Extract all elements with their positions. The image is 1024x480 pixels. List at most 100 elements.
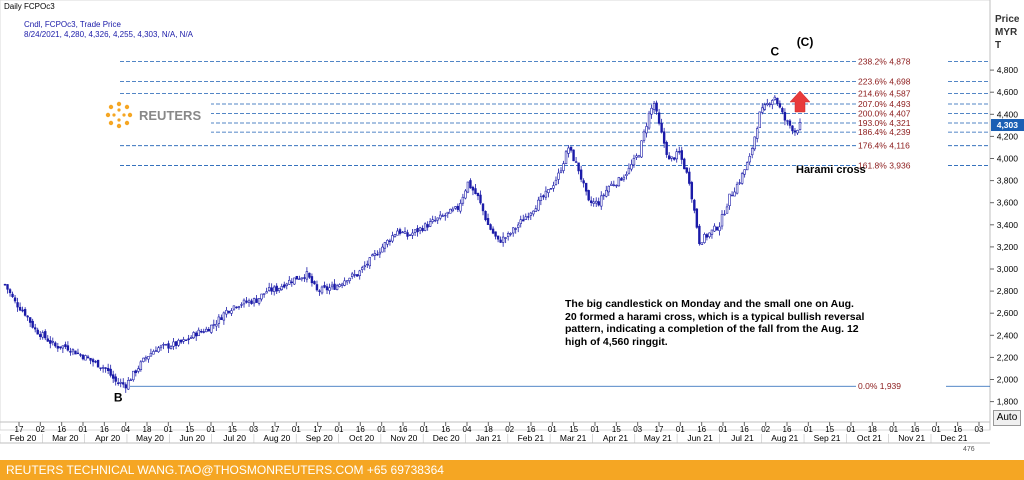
- x-day-label: 01: [292, 425, 301, 434]
- candle: [517, 222, 520, 233]
- x-day-label: 15: [612, 425, 621, 434]
- x-day-label: 02: [761, 425, 770, 434]
- x-day-label: 01: [420, 425, 429, 434]
- candle: [514, 227, 517, 234]
- candle: [230, 308, 233, 317]
- x-day-label: 01: [889, 425, 898, 434]
- candle: [622, 174, 626, 182]
- candle: [18, 302, 22, 312]
- price-chart[interactable]: Daily FCPOc3 Cndl, FCPOc3, Trade Price 8…: [0, 0, 1024, 460]
- candle: [635, 153, 638, 160]
- candle: [534, 205, 538, 212]
- footer-banner: REUTERS TECHNICAL WANG.TAO@THOSMONREUTER…: [0, 460, 1024, 480]
- candle: [270, 283, 273, 295]
- candle: [652, 101, 656, 114]
- candle: [418, 226, 422, 235]
- svg-text:207.0% 4,493: 207.0% 4,493: [858, 99, 911, 109]
- candle: [137, 365, 140, 374]
- candle: [8, 288, 12, 297]
- svg-text:223.6% 4,698: 223.6% 4,698: [858, 76, 911, 86]
- candle: [637, 154, 641, 158]
- x-month-label: Nov 20: [390, 433, 417, 443]
- candle: [434, 216, 437, 223]
- candle: [796, 129, 799, 136]
- candle: [522, 214, 525, 222]
- candle: [328, 283, 331, 295]
- fib-level-label: 186.4% 4,239: [856, 127, 946, 138]
- candle: [756, 126, 759, 143]
- x-day-label: 01: [207, 425, 216, 434]
- svg-text:238.2% 4,878: 238.2% 4,878: [858, 56, 911, 66]
- candle: [476, 192, 480, 201]
- candle: [700, 242, 704, 245]
- x-day-label: 01: [804, 425, 813, 434]
- candle: [378, 248, 382, 258]
- candle: [361, 265, 364, 273]
- candle: [348, 277, 351, 284]
- candle: [610, 181, 613, 186]
- candle: [51, 337, 55, 346]
- candle: [491, 226, 495, 235]
- x-month-label: Feb 20: [10, 433, 37, 443]
- candle: [549, 187, 553, 190]
- x-day-label: 16: [399, 425, 408, 434]
- fib-level-label: 176.4% 4,116: [856, 140, 946, 151]
- candle: [567, 145, 570, 158]
- y-tick-label: 3,800: [997, 176, 1019, 186]
- candle: [237, 305, 241, 310]
- svg-text:176.4% 4,116: 176.4% 4,116: [858, 141, 910, 151]
- candle: [247, 298, 251, 307]
- candle: [788, 119, 792, 129]
- y-tick-label: 4,200: [997, 131, 1019, 141]
- candle: [547, 189, 550, 198]
- candle: [683, 157, 686, 170]
- candle: [396, 228, 399, 236]
- x-day-label: 15: [825, 425, 834, 434]
- x-month-label: Feb 21: [518, 433, 545, 443]
- fib-level-label: 207.0% 4,493: [856, 99, 946, 110]
- candle: [542, 194, 545, 200]
- candle: [265, 287, 268, 294]
- candle: [31, 318, 34, 329]
- candle: [217, 314, 221, 328]
- candle: [288, 276, 291, 285]
- x-day-label: 01: [719, 425, 728, 434]
- svg-text:161.8% 3,936: 161.8% 3,936: [858, 161, 911, 171]
- candle: [144, 355, 148, 362]
- candle: [489, 223, 492, 231]
- svg-text:0.0% 1,939: 0.0% 1,939: [858, 381, 901, 391]
- candle: [698, 224, 701, 246]
- candle: [59, 346, 62, 350]
- candle: [101, 364, 105, 373]
- candle: [524, 213, 527, 221]
- candle: [544, 186, 548, 201]
- candle: [278, 287, 281, 293]
- x-day-label: 01: [932, 425, 941, 434]
- candle: [147, 356, 150, 363]
- candle: [290, 278, 294, 287]
- candle: [773, 95, 777, 101]
- y-tick-label: 4,000: [997, 154, 1019, 164]
- x-month-label: Jul 21: [731, 433, 754, 443]
- wave-label: B: [114, 391, 123, 405]
- candle: [320, 285, 324, 295]
- x-day-label: 16: [911, 425, 920, 434]
- candle: [758, 111, 761, 128]
- candle: [192, 331, 195, 340]
- candle: [441, 213, 444, 217]
- candle: [295, 275, 299, 280]
- candle: [763, 102, 766, 111]
- auto-scale-button[interactable]: Auto: [993, 410, 1021, 426]
- candle: [69, 347, 72, 356]
- candle: [154, 346, 158, 352]
- svg-text:REUTERS: REUTERS: [139, 108, 201, 123]
- candle: [275, 283, 278, 295]
- x-day-label: 02: [505, 425, 514, 434]
- candle: [413, 229, 417, 237]
- candle: [368, 257, 371, 269]
- price-axis-title-2: MYR: [995, 27, 1018, 38]
- candle: [552, 181, 555, 192]
- candle: [56, 342, 60, 352]
- x-month-label: Jul 20: [223, 433, 246, 443]
- x-day-label: 16: [100, 425, 109, 434]
